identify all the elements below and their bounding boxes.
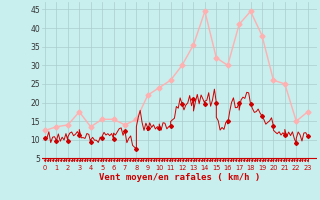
X-axis label: Vent moyen/en rafales ( km/h ): Vent moyen/en rafales ( km/h ) (99, 173, 260, 182)
